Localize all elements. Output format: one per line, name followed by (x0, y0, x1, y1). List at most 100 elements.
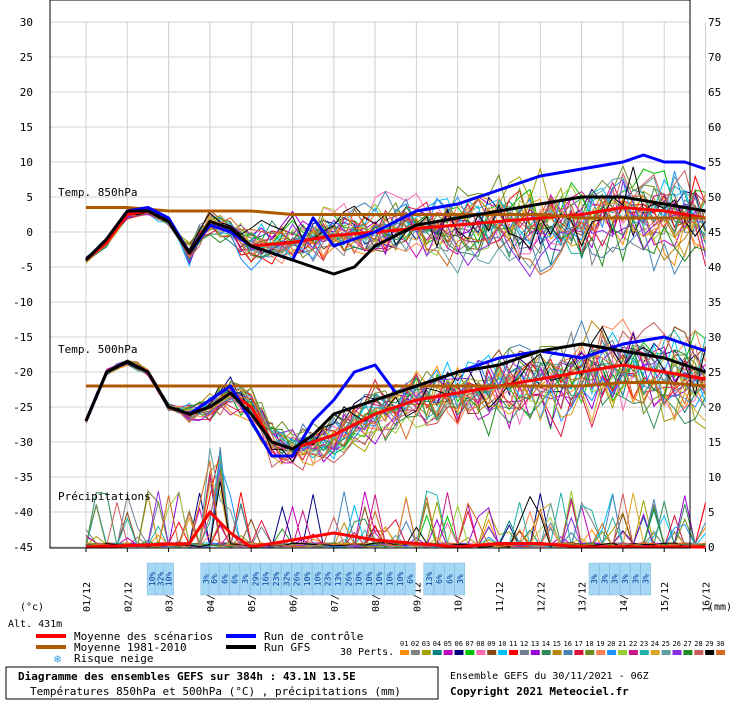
legend-pert-swatch (661, 650, 671, 655)
legend-pert-number: 08 (476, 640, 484, 648)
x-tick-label: 10/12 (454, 582, 465, 612)
snow-risk-label: 3% (621, 574, 630, 584)
snow-risk-cell (394, 562, 406, 596)
x-tick-label: 04/12 (206, 582, 217, 612)
legend-pert-number: 02 (411, 640, 419, 648)
footer-subtitle: Températures 850hPa et 500hPa (°C) , pré… (30, 685, 401, 698)
snow-risk-cell (281, 562, 292, 596)
legend-pert-number: 27 (683, 640, 691, 648)
snow-risk-label: 6% (220, 574, 229, 584)
x-tick-label: 03/12 (165, 582, 176, 612)
snow-risk-cell (640, 562, 651, 596)
snow-risk-cell (363, 562, 375, 596)
legend-pert-swatch (552, 650, 562, 655)
legend-pert-swatch (563, 650, 573, 655)
snow-risk-cell (433, 562, 445, 596)
right-tick-label: 70 (708, 51, 721, 64)
snow-risk-cell (619, 562, 631, 596)
x-tick-label: 15/12 (660, 582, 671, 612)
right-unit-label: (mm) (708, 602, 732, 613)
x-tick-label: 09/12 (412, 582, 423, 612)
footer-run: Ensemble GEFS du 30/11/2021 - 06Z (450, 671, 649, 682)
right-tick-label: 5 (708, 506, 715, 519)
snow-risk-cell (454, 562, 466, 596)
snow-risk-label: 3% (590, 574, 599, 584)
legend-label-climato: Moyenne 1981-2010 (74, 641, 187, 654)
snow-risk-cell (332, 562, 344, 596)
legend-pert-number: 26 (673, 640, 681, 648)
snowflake-icon: ❄ (54, 652, 61, 666)
snow-risk-label: 3% (241, 574, 250, 584)
snow-risk-label: 13% (334, 572, 343, 587)
right-tick-label: 0 (708, 541, 715, 554)
legend-pert-number: 20 (607, 640, 615, 648)
snow-risk-label: 6% (406, 574, 415, 584)
left-tick-label: 30 (20, 16, 33, 29)
snow-risk-label: 6% (231, 574, 240, 584)
altitude-label: Alt. 431m (8, 619, 62, 630)
precip-perturbation-line (85, 478, 706, 548)
legend-pert-swatch (541, 650, 551, 655)
x-tick-label: 05/12 (247, 582, 258, 612)
perturbation-line-23 (85, 329, 706, 451)
x-tick-label: 02/12 (123, 582, 134, 612)
legend-pert-swatch (596, 650, 606, 655)
x-tick-label: 13/12 (578, 582, 589, 612)
left-tick-label: -45 (13, 541, 33, 554)
series-line-t850 (84, 195, 706, 276)
legend-pert-number: 22 (629, 640, 637, 648)
plot-frame (49, 0, 691, 549)
snow-risk-cell (404, 562, 416, 596)
precip-perturbation-line (85, 451, 706, 548)
snow-risk-cell (343, 562, 354, 596)
left-tick-label: 10 (20, 156, 33, 169)
panel-label-t850: Temp. 850hPa (58, 186, 137, 199)
x-tick-label: 08/12 (371, 582, 382, 612)
main-series-lines (84, 153, 706, 549)
legend-pert-number: 11 (509, 640, 517, 648)
series-line-t500 (84, 342, 706, 451)
legend-pert-number: 24 (651, 640, 659, 648)
snow-risk-cell (588, 562, 600, 596)
legend-pert-number: 23 (640, 640, 648, 648)
left-tick-label: -40 (13, 506, 33, 519)
snow-risk-cell (270, 562, 282, 596)
right-tick-label: 75 (708, 16, 721, 29)
right-tick-label: 10 (708, 471, 721, 484)
snow-risk-cell (353, 562, 364, 596)
snow-risk-label: 10% (386, 572, 395, 587)
precip-perturbation-line (85, 453, 706, 548)
perturbation-line-17 (85, 358, 706, 461)
legend-pert-number: 09 (487, 640, 495, 648)
snow-risk-cell (163, 562, 174, 596)
x-tick-label: 14/12 (619, 582, 630, 612)
legend-pert-swatch (400, 650, 409, 655)
precip-perturbation-line (85, 500, 706, 548)
snow-risk-label: 3% (642, 574, 651, 584)
legend-pert-number: 12 (520, 640, 528, 648)
legend-pert-number: 01 (400, 640, 408, 648)
right-tick-label: 35 (708, 296, 721, 309)
snow-risk-label: 3% (202, 574, 211, 584)
legend-label-gfs: Run GFS (264, 641, 310, 654)
snow-risk-cell (301, 562, 313, 596)
snow-risk-label: 32% (156, 572, 165, 587)
snow-risk-label: 29% (251, 572, 260, 587)
snow-risk-cell (312, 562, 323, 596)
precip-perturbation-line (85, 447, 706, 548)
snow-risk-label: 10% (148, 572, 157, 587)
left-tick-label: -25 (13, 401, 33, 414)
snow-risk-cell (599, 562, 610, 596)
legend-pert-number: 28 (694, 640, 702, 648)
snow-risk-label: 6% (445, 574, 454, 584)
snow-risk-label: 16% (262, 572, 271, 587)
snow-risk-cell (229, 562, 240, 596)
right-tick-label: 45 (708, 226, 721, 239)
perturbation-lines (85, 164, 706, 549)
perturbation-line-21 (85, 345, 706, 453)
legend-pert-swatch (716, 650, 726, 655)
legend-pert-swatch (465, 650, 475, 655)
legend-pert-number: 18 (585, 640, 593, 648)
footer-copyright: Copyright 2021 Meteociel.fr (450, 685, 629, 698)
right-tick-label: 30 (708, 331, 721, 344)
